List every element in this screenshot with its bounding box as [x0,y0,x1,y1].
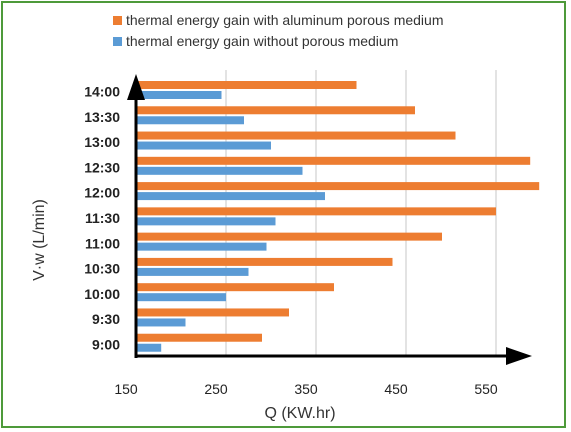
bar-without-porous-1300 [136,142,271,150]
bar-with-porous-1300 [136,132,456,140]
x-tick-label-350: 350 [294,381,318,397]
category-label-1200: 12:00 [84,185,120,201]
bar-without-porous-1230 [136,167,303,175]
x-axis-arrowhead [506,347,532,365]
category-label-930: 9:30 [92,311,120,327]
legend-swatch-with-porous [113,16,122,25]
bar-with-porous-1230 [136,157,530,165]
category-label-900: 9:00 [92,336,120,352]
bar-with-porous-1130 [136,207,496,215]
x-tick-label-450: 450 [384,381,408,397]
bar-with-porous-900 [136,334,262,342]
x-axis-title: Q (KW.hr) [264,405,335,422]
legend-label-without-porous: thermal energy gain without porous mediu… [126,33,398,49]
bar-with-porous-1030 [136,258,393,266]
legend-swatch-without-porous [113,37,122,46]
bar-with-porous-1100 [136,233,442,241]
x-tick-label-250: 250 [204,381,228,397]
y-axis-title: V·w (L/min) [31,199,48,281]
category-label-1000: 10:00 [84,286,120,302]
x-tick-label-550: 550 [474,381,498,397]
bar-without-porous-1200 [136,192,325,200]
x-tick-label-150: 150 [114,381,138,397]
bar-without-porous-900 [136,344,161,352]
bar-with-porous-1400 [136,81,357,89]
bars [136,81,539,352]
bar-without-porous-930 [136,318,186,326]
category-label-1130: 11:30 [85,210,120,226]
category-label-1330: 13:30 [84,109,120,125]
bar-without-porous-1100 [136,243,267,251]
category-label-1100: 11:00 [85,235,120,251]
bar-with-porous-1330 [136,106,415,114]
bar-without-porous-1330 [136,116,244,124]
legend-label-with-porous: thermal energy gain with aluminum porous… [126,12,443,28]
category-label-1030: 10:30 [84,261,120,277]
bar-with-porous-1200 [136,182,539,190]
bar-without-porous-1000 [136,293,226,301]
bar-without-porous-1030 [136,268,249,276]
bar-with-porous-1000 [136,283,334,291]
legend: thermal energy gain with aluminum porous… [113,12,443,49]
category-label-1400: 14:00 [84,84,120,100]
category-label-1300: 13:00 [84,134,120,150]
category-label-1230: 12:30 [84,159,120,175]
bar-without-porous-1400 [136,91,222,99]
bar-with-porous-930 [136,308,289,316]
bar-without-porous-1130 [136,217,276,225]
